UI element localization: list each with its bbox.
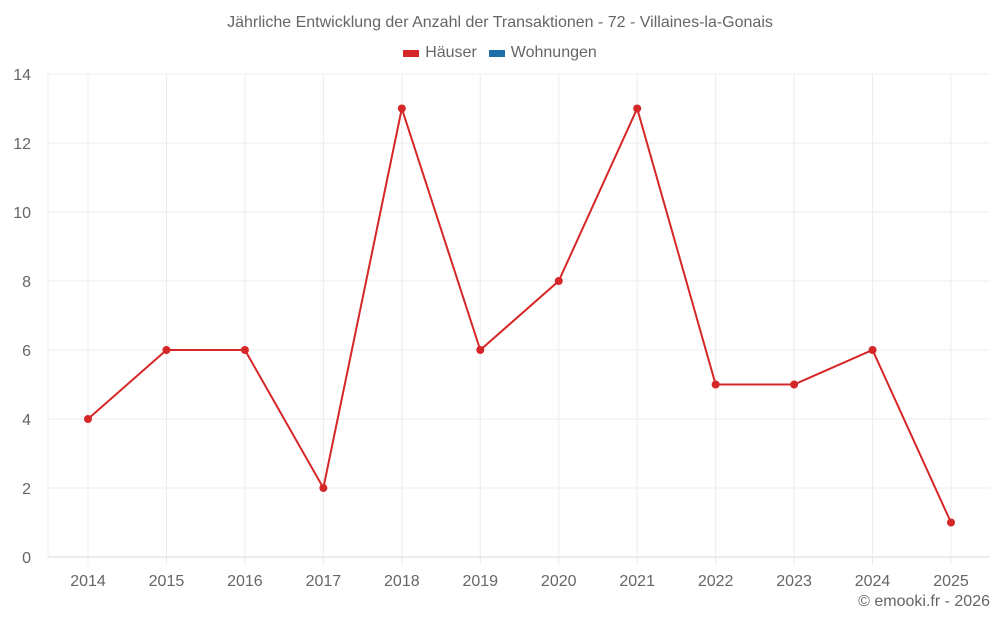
data-point[interactable] <box>554 277 563 285</box>
data-point[interactable] <box>319 484 328 492</box>
y-tick-label: 14 <box>13 67 31 84</box>
data-point[interactable] <box>84 415 92 423</box>
x-tick-label: 2019 <box>462 573 498 590</box>
x-tick-label: 2025 <box>933 573 969 590</box>
data-point[interactable] <box>476 346 485 354</box>
y-tick-label: 6 <box>22 343 31 360</box>
y-tick-label: 4 <box>22 412 31 429</box>
x-tick-label: 2018 <box>384 573 420 590</box>
y-tick-label: 2 <box>22 481 31 498</box>
legend-label: Häuser <box>425 44 477 61</box>
legend-swatch-haeuser <box>403 49 420 57</box>
x-tick-label: 2017 <box>306 573 342 590</box>
legend-item-wohnungen[interactable]: Wohnungen <box>488 44 597 62</box>
chart-title: Jährliche Entwicklung der Anzahl der Tra… <box>227 14 773 31</box>
data-point[interactable] <box>790 380 799 389</box>
x-tick-label: 2021 <box>619 573 655 590</box>
data-point[interactable] <box>240 346 249 354</box>
legend: Häuser Wohnungen <box>0 44 1000 62</box>
x-tick-label: 2014 <box>70 573 106 590</box>
data-point[interactable] <box>162 346 171 354</box>
x-tick-label: 2022 <box>698 573 734 590</box>
data-point[interactable] <box>947 518 955 527</box>
y-tick-label: 8 <box>22 274 31 291</box>
x-tick-label: 2016 <box>227 573 263 590</box>
legend-swatch-wohnungen <box>488 49 505 57</box>
credit: © emooki.fr - 2026 <box>858 593 990 610</box>
y-tick-label: 10 <box>13 205 31 222</box>
legend-label: Wohnungen <box>510 44 597 61</box>
legend-item-haeuser[interactable]: Häuser <box>403 44 477 62</box>
data-point[interactable] <box>397 104 406 113</box>
series-line <box>87 104 952 523</box>
x-tick-label: 2015 <box>149 573 185 590</box>
y-tick-label: 12 <box>13 136 31 153</box>
x-tick-label: 2020 <box>541 573 577 590</box>
data-point[interactable] <box>711 380 720 389</box>
data-point[interactable] <box>868 346 877 354</box>
data-point[interactable] <box>633 104 642 113</box>
x-tick-label: 2023 <box>776 573 812 590</box>
y-tick-label: 0 <box>22 550 31 567</box>
x-tick-label: 2024 <box>855 573 891 590</box>
